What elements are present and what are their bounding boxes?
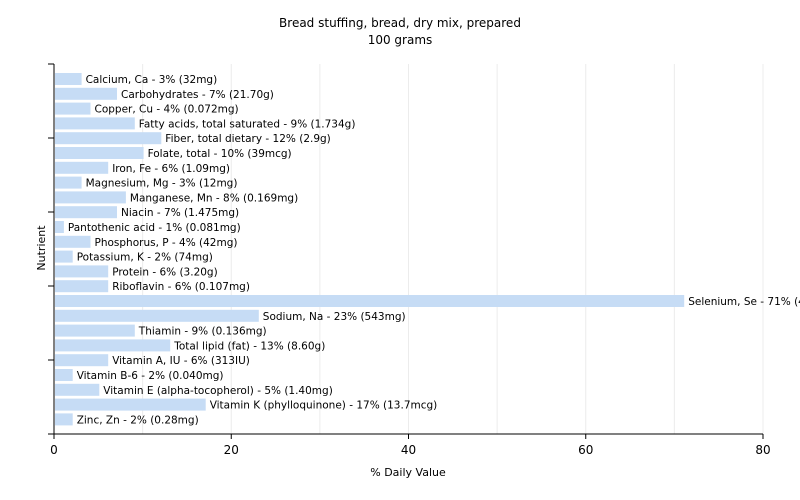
bar-label: Niacin - 7% (1.475mg) bbox=[121, 207, 239, 219]
bar-label: Protein - 6% (3.20g) bbox=[112, 266, 218, 278]
bar-label: Fatty acids, total saturated - 9% (1.734… bbox=[139, 118, 356, 130]
x-tick-label: 40 bbox=[401, 443, 416, 457]
bar bbox=[55, 176, 82, 189]
bar bbox=[55, 250, 73, 263]
bar bbox=[55, 235, 91, 248]
bar-label: Vitamin E (alpha-tocopherol) - 5% (1.40m… bbox=[103, 385, 332, 397]
chart-subtitle: 100 grams bbox=[368, 33, 433, 47]
bar-label: Vitamin B-6 - 2% (0.040mg) bbox=[77, 370, 224, 382]
bar-label: Vitamin K (phylloquinone) - 17% (13.7mcg… bbox=[210, 400, 438, 412]
x-tick-label: 60 bbox=[578, 443, 593, 457]
bar bbox=[55, 398, 206, 411]
bar bbox=[55, 73, 82, 85]
bar bbox=[55, 354, 109, 367]
axes-group: 0 20 40 60 80 bbox=[48, 63, 771, 457]
bar bbox=[55, 295, 685, 307]
bar bbox=[55, 161, 109, 174]
bar-label: Iron, Fe - 6% (1.09mg) bbox=[112, 163, 230, 175]
bar bbox=[55, 117, 135, 130]
bar-label: Vitamin A, IU - 6% (313IU) bbox=[112, 355, 250, 367]
bar bbox=[55, 369, 73, 381]
chart-title: Bread stuffing, bread, dry mix, prepared bbox=[279, 16, 521, 30]
bar-label: Manganese, Mn - 8% (0.169mg) bbox=[130, 192, 298, 204]
bar bbox=[55, 206, 117, 219]
bar-label: Total lipid (fat) - 13% (8.60g) bbox=[173, 340, 325, 352]
bar bbox=[55, 147, 144, 159]
bar bbox=[55, 87, 117, 100]
bar-label: Fiber, total dietary - 12% (2.9g) bbox=[165, 133, 330, 145]
bar bbox=[55, 102, 91, 115]
bar-label: Pantothenic acid - 1% (0.081mg) bbox=[68, 222, 241, 234]
x-axis-title: % Daily Value bbox=[370, 466, 446, 479]
bar-label: Riboflavin - 6% (0.107mg) bbox=[112, 281, 250, 293]
y-axis-title: Nutrient bbox=[35, 225, 48, 271]
bar bbox=[55, 280, 109, 293]
bar bbox=[55, 132, 162, 145]
bars-group: Calcium, Ca - 3% (32mg) Carbohydrates - 7… bbox=[55, 73, 800, 426]
bar-label: Phosphorus, P - 4% (42mg) bbox=[95, 237, 238, 249]
bar-label: Folate, total - 10% (39mcg) bbox=[148, 148, 292, 160]
bar bbox=[55, 221, 64, 233]
x-tick-label: 0 bbox=[50, 443, 58, 457]
bar-label: Calcium, Ca - 3% (32mg) bbox=[86, 74, 218, 86]
bar bbox=[55, 265, 109, 278]
bar bbox=[55, 324, 135, 337]
bar-label: Potassium, K - 2% (74mg) bbox=[77, 252, 213, 264]
x-tick-label: 80 bbox=[755, 443, 770, 457]
bar bbox=[55, 413, 73, 426]
bar-label: Zinc, Zn - 2% (0.28mg) bbox=[77, 414, 199, 426]
bar-label: Copper, Cu - 4% (0.072mg) bbox=[95, 104, 239, 116]
bar-label: Selenium, Se - 71% (49.8mcg) bbox=[688, 296, 800, 308]
grid-lines bbox=[142, 64, 764, 434]
bar-label: Sodium, Na - 23% (543mg) bbox=[263, 311, 406, 323]
bar bbox=[55, 309, 259, 322]
bar bbox=[55, 339, 171, 352]
x-tick-label: 20 bbox=[224, 443, 239, 457]
bar-label: Thiamin - 9% (0.136mg) bbox=[138, 326, 267, 338]
bar bbox=[55, 383, 100, 396]
bar bbox=[55, 191, 126, 204]
bar-label: Carbohydrates - 7% (21.70g) bbox=[121, 89, 274, 101]
bar-label: Magnesium, Mg - 3% (12mg) bbox=[86, 178, 238, 190]
